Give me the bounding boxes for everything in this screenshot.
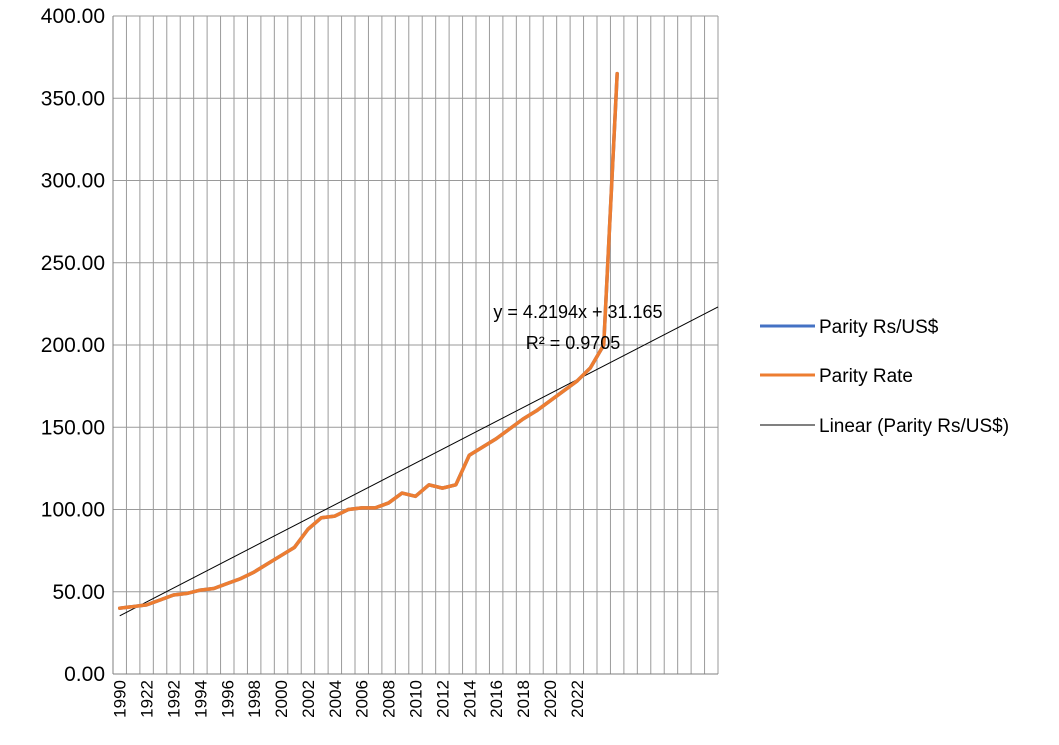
- x-tick-label: 2022: [568, 680, 587, 718]
- y-tick-label: 300.00: [41, 170, 105, 193]
- x-tick-label: 2002: [299, 680, 318, 718]
- x-tick-label: 2004: [326, 680, 345, 718]
- series-line-parity-rate: [117, 71, 619, 610]
- x-tick-label: 1994: [191, 680, 210, 718]
- y-tick-label: 50.00: [52, 581, 105, 604]
- x-tick-label: 2006: [353, 680, 372, 718]
- x-tick-label: 2000: [272, 680, 291, 718]
- x-tick-label: 2008: [380, 680, 399, 718]
- trendline-r-squared: R² = 0.9705: [526, 333, 621, 353]
- annotations: y = 4.2194x + 31.165 R² = 0.9705: [493, 302, 662, 353]
- trendline-linear: [119, 306, 719, 617]
- axes: [112, 16, 718, 675]
- y-tick-label: 150.00: [41, 416, 105, 439]
- trendline-equation: y = 4.2194x + 31.165: [493, 302, 662, 322]
- y-tick-label: 0.00: [64, 663, 105, 686]
- y-tick-label: 100.00: [41, 499, 105, 522]
- y-tick-label: 400.00: [41, 5, 105, 28]
- y-tick-label: 250.00: [41, 252, 105, 275]
- x-tick-label: 1990: [111, 680, 130, 718]
- y-tick-label: 200.00: [41, 334, 105, 357]
- y-tick-label: 350.00: [41, 87, 105, 110]
- x-tick-label: 2020: [541, 680, 560, 718]
- legend-label-parity-rate: Parity Rate: [819, 366, 913, 387]
- legend: Parity Rs/US$ Parity Rate Linear (Parity…: [760, 317, 1009, 437]
- series-layer: [117, 71, 719, 617]
- x-tick-label: 1998: [245, 680, 264, 718]
- legend-label-parity-rs-usd: Parity Rs/US$: [819, 317, 939, 338]
- x-tick-label: 2010: [407, 680, 426, 718]
- x-tick-label: 2018: [514, 680, 533, 718]
- x-tick-label: 1996: [218, 680, 237, 718]
- x-tick-label: 1992: [165, 680, 184, 718]
- gridlines: [112, 15, 719, 675]
- x-tick-label: 2014: [460, 680, 479, 718]
- x-tick-label: 2012: [433, 680, 452, 718]
- y-axis-ticks: 0.00 50.00 100.00 150.00 200.00 250.00 300.00 3…: [41, 5, 105, 686]
- legend-label-linear-trendline: Linear (Parity Rs/US$): [819, 416, 1009, 437]
- x-tick-label: 1922: [138, 680, 157, 718]
- x-axis-ticks: 1990 1922 1992 1994 1996 1998 2000 2002 2004 2006…: [111, 680, 587, 718]
- x-tick-label: 2016: [487, 680, 506, 718]
